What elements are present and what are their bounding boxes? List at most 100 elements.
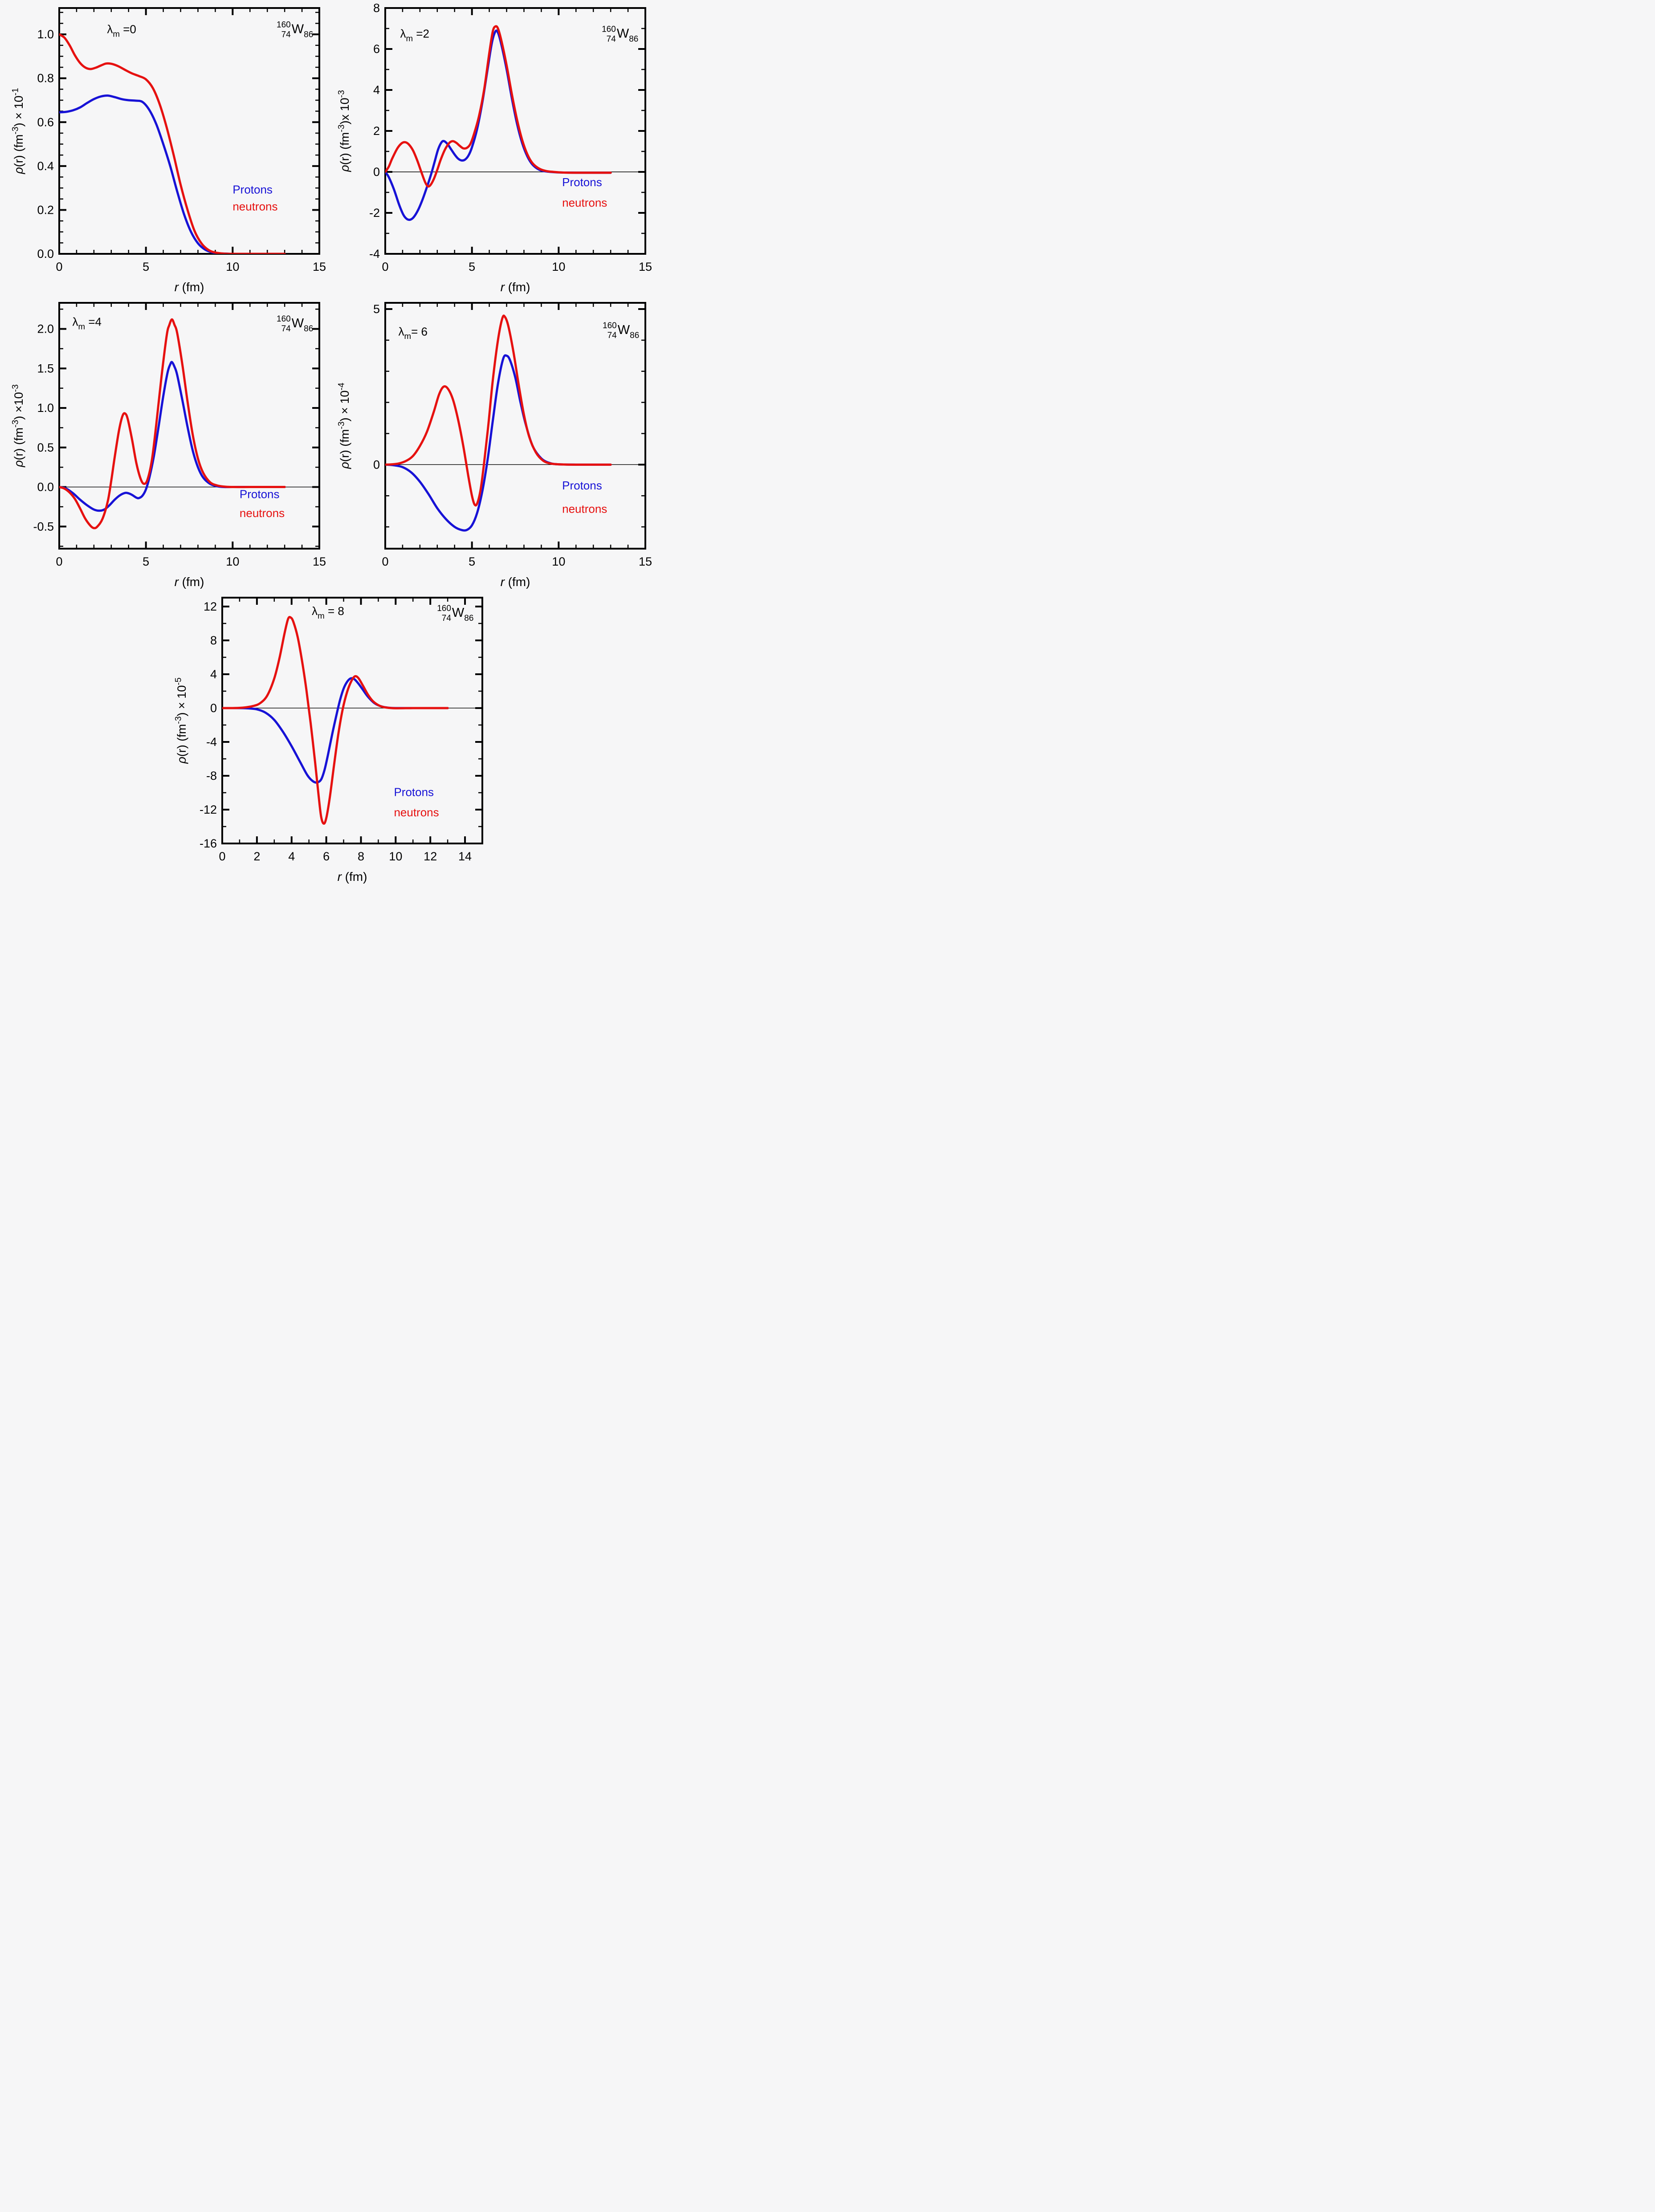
x-tick-label: 5 [469, 555, 475, 568]
x-tick-label: 0 [382, 555, 389, 568]
x-tick-label: 2 [253, 850, 260, 863]
isotope-z: 74 [607, 331, 617, 340]
x-tick-label: 10 [389, 850, 402, 863]
neutrons-curve [385, 314, 612, 507]
figure-row-3: 0 2 4 6 8 10 12 14 -16 -12 -8 -4 0 4 8 12 λm = 8 160 74 W86… [0, 591, 662, 885]
x-axis-title: r (fm) [174, 575, 204, 589]
isotope-symbol: W86 [618, 323, 640, 340]
x-axis-title: r (fm) [501, 280, 530, 294]
y-tick-label: 0.0 [37, 247, 54, 261]
isotope-symbol: W86 [291, 22, 313, 40]
panel-lambda-0: 0 5 10 15 0.0 0.2 0.4 0.6 0.8 1.0 λm =0 160 74 W86 Pro… [9, 1, 326, 296]
y-tick-label: 5 [373, 302, 380, 316]
y-tick-label: -2 [369, 206, 380, 220]
protons-curve [59, 361, 286, 512]
isotope-mass: 160 [437, 604, 451, 613]
figure-density-distributions: 0 5 10 15 0.0 0.2 0.4 0.6 0.8 1.0 λm =0 160 74 W86 Pro… [0, 0, 662, 885]
x-tick-label: 10 [552, 260, 566, 273]
x-tick-label: 4 [288, 850, 295, 863]
y-tick-label: 8 [373, 1, 380, 15]
plot-frame [58, 7, 320, 255]
lambda-label: λm = 8 [312, 604, 344, 620]
lambda-label: λm= 6 [399, 325, 428, 341]
legend-protons: Protons [232, 183, 273, 196]
y-tick-label: 0.4 [37, 159, 54, 173]
isotope-z: 74 [442, 614, 452, 623]
y-tick-label: 4 [373, 83, 380, 97]
x-tick-label: 0 [56, 555, 62, 568]
panel-lambda-8: 0 2 4 6 8 10 12 14 -16 -12 -8 -4 0 4 8 12 λm = 8 160 74 W86… [172, 591, 489, 885]
y-tick-label: -0.5 [33, 520, 54, 533]
isotope-symbol: W86 [291, 316, 313, 334]
plot-frame [221, 597, 483, 844]
panel-lambda-4: 0 5 10 15 -0.5 0.0 0.5 1.0 1.5 2.0 λm =4 160 74 W86 Pr… [9, 296, 326, 591]
neutrons-curve [59, 318, 286, 530]
y-tick-label: 2 [373, 124, 380, 138]
figure-row-2: 0 5 10 15 -0.5 0.0 0.5 1.0 1.5 2.0 λm =4 160 74 W86 Pr… [0, 296, 662, 591]
panel-lambda-6: 0 5 10 15 0 5 λm= 6 160 74 W86 Protons neutrons r (f… [335, 296, 652, 591]
isotope-z: 74 [281, 324, 291, 334]
y-tick-label: 1.5 [37, 362, 54, 375]
y-tick-label: 0.6 [37, 115, 54, 129]
lambda-label: λm =2 [400, 27, 429, 43]
y-tick-label: -8 [206, 769, 217, 782]
x-tick-label: 0 [219, 850, 225, 863]
isotope-mass: 160 [602, 25, 616, 34]
x-tick-label: 5 [469, 260, 475, 273]
x-tick-label: 6 [323, 850, 330, 863]
neutrons-curve [59, 33, 286, 254]
isotope-z: 74 [281, 30, 291, 40]
legend-protons: Protons [394, 786, 434, 799]
neutrons-curve [222, 616, 449, 825]
x-axis-title: r (fm) [174, 280, 204, 294]
y-axis-title: ρ(r) (fm-3) × 10-4 [337, 383, 351, 469]
x-axis-title: r (fm) [501, 575, 530, 589]
x-tick-label: 15 [313, 555, 326, 568]
y-tick-label: 8 [210, 634, 217, 647]
y-tick-label: 1.0 [37, 401, 54, 415]
x-tick-label: 15 [313, 260, 326, 273]
legend-neutrons: neutrons [232, 200, 277, 213]
y-tick-label: 0 [210, 701, 217, 715]
x-tick-label: 15 [639, 260, 652, 273]
y-tick-label: -4 [369, 247, 380, 261]
y-axis-title: ρ(r) (fm-3)x 10-3 [337, 90, 351, 172]
x-axis-title: r (fm) [338, 870, 367, 884]
neutrons-curve [385, 25, 612, 188]
y-tick-label: -4 [206, 735, 217, 749]
y-tick-label: 0.2 [37, 203, 54, 216]
legend-protons: Protons [562, 175, 602, 189]
isotope-mass: 160 [277, 314, 291, 324]
plot-frame [58, 302, 320, 550]
plot-frame [384, 302, 647, 550]
y-tick-label: 0.0 [37, 481, 54, 494]
legend-neutrons: neutrons [562, 502, 607, 516]
x-tick-label: 10 [226, 555, 239, 568]
lambda-label: λm =4 [72, 315, 101, 331]
y-axis-title: ρ(r) (fm-3) ×10-3 [10, 384, 25, 468]
y-axis-title: ρ(r) (fm-3) × 10-5 [174, 677, 188, 764]
isotope-symbol: W86 [617, 27, 639, 44]
y-tick-label: 0.8 [37, 72, 54, 85]
x-tick-label: 15 [639, 555, 652, 568]
x-tick-label: 10 [226, 260, 239, 273]
x-tick-label: 0 [56, 260, 62, 273]
x-tick-label: 10 [552, 555, 566, 568]
x-tick-label: 5 [143, 555, 149, 568]
protons-curve [59, 94, 286, 254]
y-tick-label: 6 [373, 42, 380, 56]
panel-lambda-2: 0 5 10 15 -4 -2 0 2 4 6 8 λm =2 160 74 W86 Protons neutr… [335, 1, 652, 296]
y-tick-label: 0 [373, 458, 380, 471]
legend-protons: Protons [562, 479, 602, 492]
plot-frame [384, 7, 647, 255]
y-axis-title: ρ(r) (fm-3) × 10-1 [10, 88, 25, 174]
